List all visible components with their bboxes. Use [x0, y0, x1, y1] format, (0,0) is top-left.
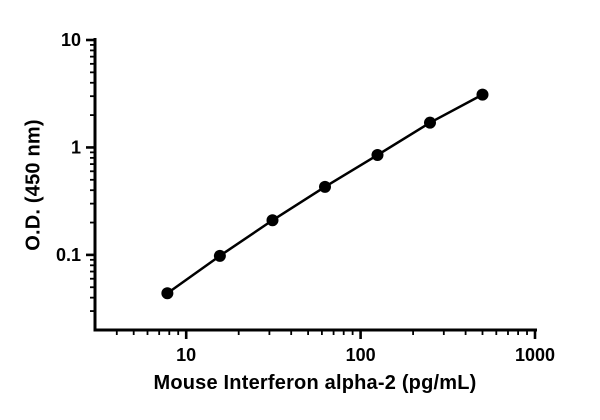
data-point — [318, 180, 331, 193]
data-point — [476, 88, 489, 101]
x-axis-label: Mouse Interferon alpha-2 (pg/mL) — [153, 372, 477, 394]
y-tick-label: 1 — [71, 137, 81, 157]
x-tick-label: 1000 — [515, 345, 555, 365]
x-tick-label: 100 — [346, 345, 376, 365]
data-point — [371, 149, 384, 162]
data-point — [213, 249, 226, 262]
y-axis-label: O.D. (450 nm) — [22, 119, 45, 251]
data-point — [161, 287, 174, 300]
data-point — [266, 214, 279, 227]
y-tick-label: 0.1 — [56, 245, 81, 265]
y-tick-label: 10 — [61, 30, 81, 50]
x-tick-label: 10 — [176, 345, 196, 365]
data-point — [423, 116, 436, 129]
